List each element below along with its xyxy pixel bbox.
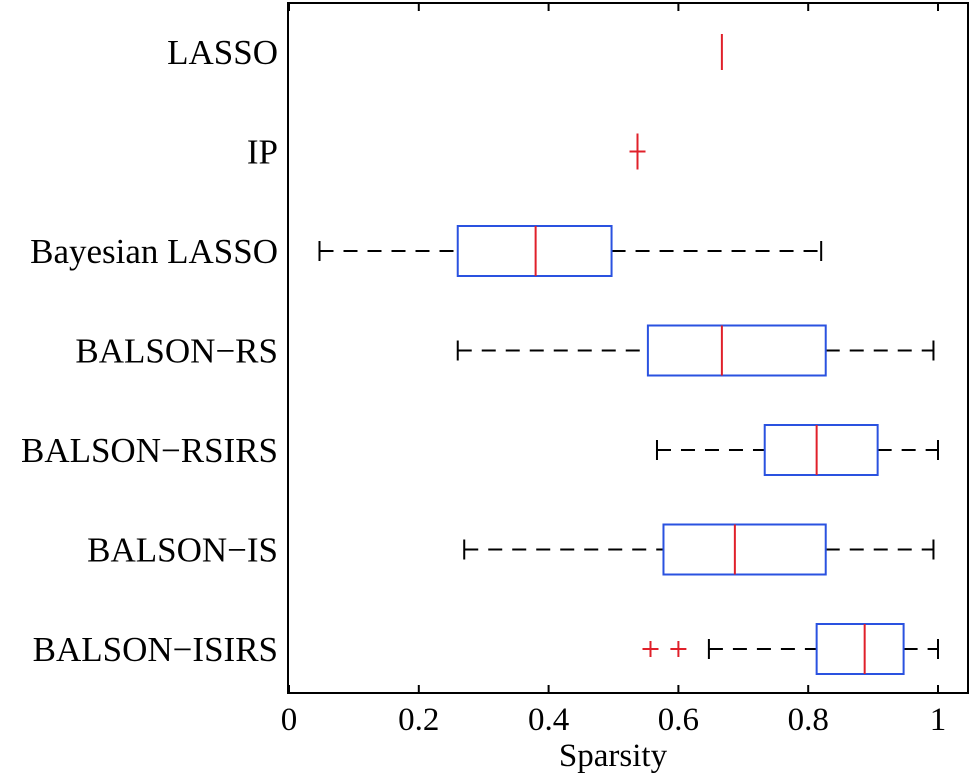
axes-frame xyxy=(287,2,969,694)
x-tick-label: 0.6 xyxy=(658,702,699,738)
category-label: Bayesian LASSO xyxy=(30,232,278,271)
iqr-box xyxy=(662,523,827,576)
iqr-box xyxy=(646,324,827,377)
outlier-marker xyxy=(629,143,646,160)
outlier-marker xyxy=(642,641,659,657)
x-tick-label: 0.4 xyxy=(528,702,569,738)
box-marks xyxy=(318,34,939,675)
x-tick-label: 0.2 xyxy=(398,702,439,738)
outlier-marker xyxy=(670,641,687,657)
category-label: IP xyxy=(247,133,278,172)
category-label: BALSON−ISIRS xyxy=(33,630,278,669)
x-axis-label: Sparsity xyxy=(559,738,668,774)
x-tick-label: 0 xyxy=(281,702,298,738)
category-label: BALSON−IS xyxy=(87,531,278,570)
axis-labels: 0 0.2 0.4 0.6 0.8 1 Sparsity LASSO IP Bayesian LA… xyxy=(21,33,946,774)
plot-area xyxy=(287,2,969,694)
category-label: LASSO xyxy=(167,33,278,72)
category-label: BALSON−RS xyxy=(75,332,278,371)
x-tick-label: 1 xyxy=(930,702,947,738)
category-label: BALSON−RSIRS xyxy=(21,431,278,470)
iqr-box xyxy=(815,623,905,675)
x-tick-label: 0.8 xyxy=(788,702,829,738)
iqr-box xyxy=(763,424,879,476)
